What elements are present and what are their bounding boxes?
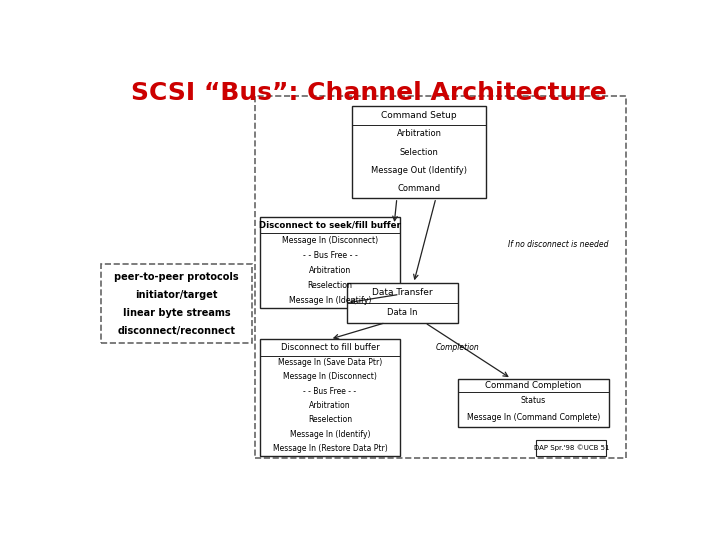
Text: initiator/target: initiator/target bbox=[135, 290, 217, 300]
Text: Command Setup: Command Setup bbox=[382, 111, 457, 120]
Text: Arbitration: Arbitration bbox=[309, 266, 351, 275]
Bar bbox=[459, 379, 609, 427]
Text: Completion: Completion bbox=[436, 343, 480, 352]
Text: Message Out (Identify): Message Out (Identify) bbox=[372, 166, 467, 175]
Text: SCSI “Bus”: Channel Architecture: SCSI “Bus”: Channel Architecture bbox=[131, 82, 607, 105]
Text: linear byte streams: linear byte streams bbox=[122, 308, 230, 318]
Text: DAP Spr.'98 ©UCB 51: DAP Spr.'98 ©UCB 51 bbox=[534, 444, 609, 451]
Text: Message In (Disconnect): Message In (Disconnect) bbox=[283, 373, 377, 381]
Text: Arbitration: Arbitration bbox=[309, 401, 351, 410]
Bar bbox=[347, 283, 459, 322]
Text: disconnect/reconnect: disconnect/reconnect bbox=[117, 326, 235, 336]
Bar bbox=[536, 440, 606, 456]
Text: Command Completion: Command Completion bbox=[485, 381, 582, 390]
Bar bbox=[352, 106, 486, 198]
Text: Selection: Selection bbox=[400, 147, 438, 157]
Text: Message In (Identify): Message In (Identify) bbox=[289, 296, 371, 305]
Text: - - Bus Free - -: - - Bus Free - - bbox=[302, 251, 357, 260]
Text: Message In (Save Data Ptr): Message In (Save Data Ptr) bbox=[278, 358, 382, 367]
Text: Reselection: Reselection bbox=[307, 281, 353, 290]
Text: Arbitration: Arbitration bbox=[397, 129, 441, 138]
Bar bbox=[260, 339, 400, 456]
Text: Data In: Data In bbox=[387, 308, 418, 317]
Text: peer-to-peer protocols: peer-to-peer protocols bbox=[114, 272, 239, 282]
Bar bbox=[260, 217, 400, 308]
Bar bbox=[255, 96, 626, 458]
Text: Message In (Identify): Message In (Identify) bbox=[289, 430, 370, 438]
Text: Command: Command bbox=[397, 184, 441, 193]
Text: - - Bus Free - -: - - Bus Free - - bbox=[303, 387, 356, 396]
Text: Reselection: Reselection bbox=[308, 415, 352, 424]
Text: Disconnect to seek/fill buffer: Disconnect to seek/fill buffer bbox=[259, 220, 401, 230]
Bar bbox=[101, 265, 252, 343]
Text: If no disconnect is needed: If no disconnect is needed bbox=[508, 240, 609, 249]
Text: Disconnect to fill buffer: Disconnect to fill buffer bbox=[281, 343, 379, 352]
Text: Message In (Restore Data Ptr): Message In (Restore Data Ptr) bbox=[273, 444, 387, 453]
Text: Data Transfer: Data Transfer bbox=[372, 288, 433, 298]
Text: Message In (Disconnect): Message In (Disconnect) bbox=[282, 236, 378, 245]
Text: Status: Status bbox=[521, 396, 546, 405]
Text: Message In (Command Complete): Message In (Command Complete) bbox=[467, 414, 600, 422]
